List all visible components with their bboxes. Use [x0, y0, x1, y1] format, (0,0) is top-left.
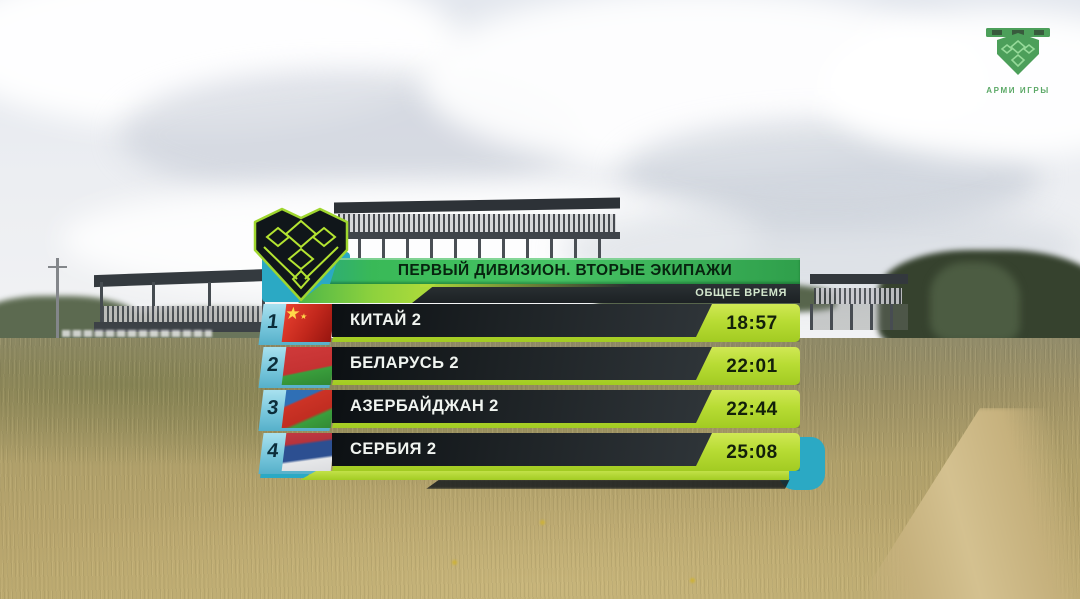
time-value: 22:01	[726, 356, 778, 377]
wildflower	[690, 578, 695, 583]
green-accent-slash	[298, 284, 436, 303]
scoreboard-bottom-bar	[300, 471, 789, 480]
grandstand-post	[208, 282, 211, 326]
table-row: 4 СЕРБИЯ 2 25:08	[0, 433, 1080, 474]
team-name: КИТАЙ 2	[350, 311, 422, 329]
table-row: 1 КИТАЙ 2 18:57	[0, 304, 1080, 345]
platform-roof	[334, 197, 620, 214]
grandstand-roof	[810, 274, 908, 284]
scoreboard-title: ПЕРВЫЙ ДИВИЗИОН. ВТОРЫЕ ЭКИПАЖИ	[330, 258, 800, 284]
fence	[62, 330, 212, 337]
team-name: СЕРБИЯ 2	[350, 440, 437, 458]
grandstand-post	[100, 282, 103, 326]
time-value: 22:44	[726, 399, 778, 420]
tank-biathlon-crest-icon	[249, 205, 353, 305]
utility-pole	[56, 258, 59, 344]
army-games-label: АРМИ ИГРЫ	[986, 86, 1050, 95]
grandstand-roof	[94, 268, 270, 288]
spectator-platform	[334, 197, 620, 262]
team-name-bar: СЕРБИЯ 2	[332, 433, 712, 466]
china-flag	[281, 304, 336, 342]
time-value: 25:08	[726, 442, 778, 463]
army-games-logo: АРМИ ИГРЫ	[963, 28, 1073, 100]
time-value: 18:57	[726, 313, 778, 334]
wildflower	[540, 520, 545, 525]
platform-deck	[334, 232, 620, 239]
army-games-emblem-icon	[986, 28, 1050, 75]
azerbaijan-flag	[281, 390, 336, 428]
table-row: 3 АЗЕРБАЙДЖАН 2 22:44	[0, 390, 1080, 431]
total-time-column-header: ОБЩЕЕ ВРЕМЯ	[316, 284, 800, 303]
serbia-flag	[281, 433, 336, 471]
green-accent-line	[420, 284, 630, 287]
table-row: 2 БЕЛАРУСЬ 2 22:01	[0, 347, 1080, 388]
platform-legs	[334, 239, 620, 262]
spectator-crowd	[338, 214, 616, 232]
grandstand-right	[810, 274, 908, 334]
team-name-bar: АЗЕРБАЙДЖАН 2	[332, 390, 712, 423]
treeline	[930, 262, 1020, 342]
team-name-bar: БЕЛАРУСЬ 2	[332, 347, 712, 380]
belarus-flag	[281, 347, 336, 385]
team-name-bar: КИТАЙ 2	[332, 304, 712, 337]
spectator-crowd	[814, 288, 902, 304]
scoreboard-bottom-shadow	[426, 479, 790, 489]
spectator-crowd	[102, 306, 264, 322]
grandstand-base	[94, 322, 270, 332]
wildflower	[452, 560, 457, 565]
team-name: АЗЕРБАЙДЖАН 2	[350, 397, 499, 415]
utility-pole-crossbar	[48, 266, 67, 268]
grandstand-base	[810, 304, 908, 330]
team-name: БЕЛАРУСЬ 2	[350, 354, 459, 372]
grandstand-post	[152, 282, 155, 326]
